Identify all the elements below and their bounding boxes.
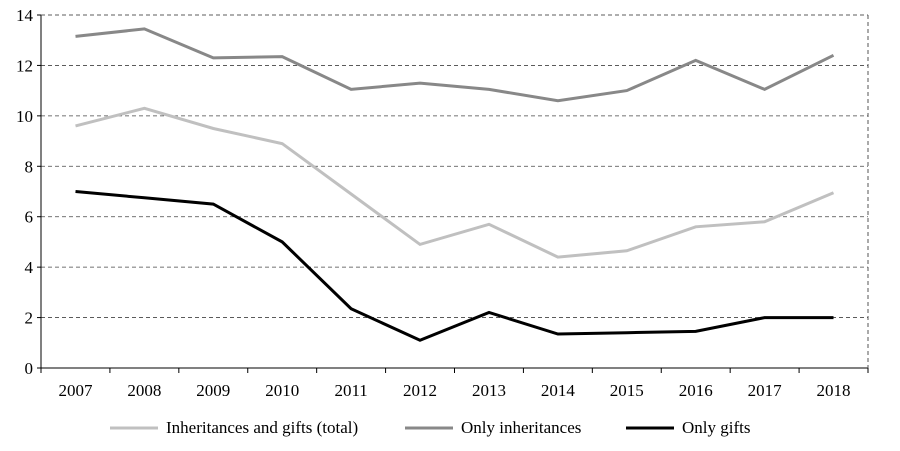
x-tick-label: 2018 <box>817 381 851 400</box>
y-axis-ticks: 0 2 4 6 8 10 12 14 <box>16 6 34 378</box>
y-tick-label: 8 <box>25 157 34 176</box>
x-tick-label: 2012 <box>403 381 437 400</box>
x-tick-label: 2007 <box>58 381 93 400</box>
x-tick-label: 2016 <box>679 381 713 400</box>
x-tick-label: 2010 <box>265 381 299 400</box>
legend: Inheritances and gifts (total) Only inher… <box>110 418 750 437</box>
series-line-2 <box>75 190 834 342</box>
x-tick-label: 2014 <box>541 381 576 400</box>
y-tick-label: 14 <box>16 6 34 25</box>
legend-label-1: Only inheritances <box>461 418 581 437</box>
y-tick-label: 10 <box>16 107 33 126</box>
x-axis-ticks: 2007 2008 2009 2010 2011 2012 2013 2014 2015 2016… <box>58 381 850 400</box>
y-tick-label: 4 <box>25 258 34 277</box>
y-tick-label: 2 <box>25 309 34 328</box>
x-tick-label: 2009 <box>196 381 230 400</box>
legend-label-0: Inheritances and gifts (total) <box>166 418 358 437</box>
y-tick-label: 0 <box>25 359 34 378</box>
plot-frame <box>37 14 869 373</box>
x-tick-label: 2008 <box>127 381 161 400</box>
x-tick-label: 2015 <box>610 381 644 400</box>
y-tick-label: 12 <box>16 56 33 75</box>
x-tick-label: 2017 <box>748 381 783 400</box>
x-tick-label: 2011 <box>334 381 367 400</box>
x-tick-label: 2013 <box>472 381 506 400</box>
gridlines <box>41 14 868 318</box>
series-lines <box>75 27 835 342</box>
y-tick-label: 6 <box>25 208 34 227</box>
series-line-1 <box>75 27 835 103</box>
legend-label-2: Only gifts <box>682 418 750 437</box>
series-line-0 <box>75 106 835 259</box>
